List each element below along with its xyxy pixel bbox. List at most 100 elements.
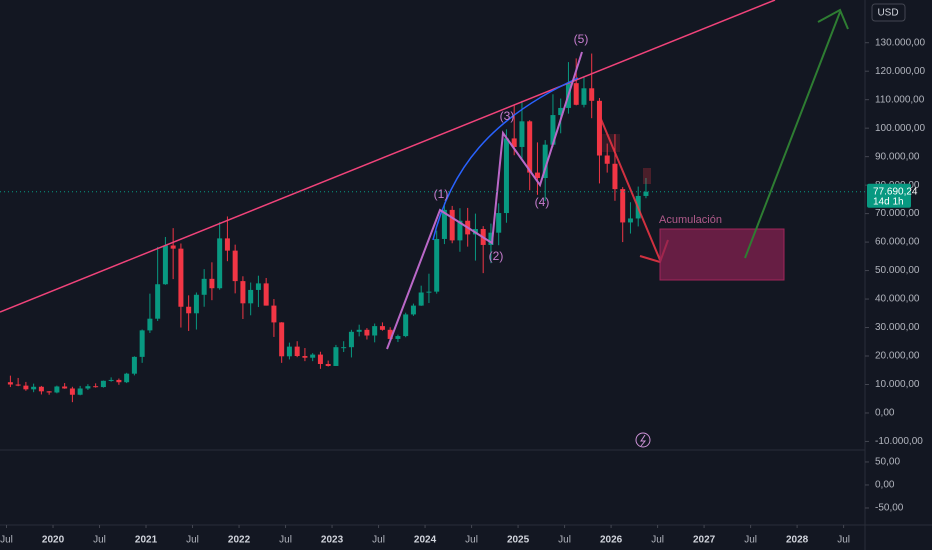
candle-body <box>224 238 230 251</box>
ghost-candle <box>600 134 620 152</box>
wave-label: (3) <box>500 109 515 123</box>
wave-label: (1) <box>434 187 449 201</box>
candle-body <box>77 388 83 395</box>
x-tick-label: Jul <box>0 535 13 546</box>
currency-box[interactable] <box>871 3 906 22</box>
candle-body <box>643 191 649 196</box>
candle-body <box>124 373 130 383</box>
x-tick-label: Jul <box>279 535 292 546</box>
countdown: 14d 1h <box>873 196 904 207</box>
price-label-box <box>867 183 911 208</box>
candle-body <box>294 346 300 357</box>
candle-body <box>511 138 517 147</box>
candles <box>7 53 649 403</box>
candle-body <box>558 107 564 116</box>
candle-body <box>54 386 60 393</box>
candle-body <box>193 294 199 314</box>
candle-body <box>240 281 246 304</box>
candle-body <box>147 318 153 331</box>
candle-body <box>155 284 161 319</box>
candle-body <box>449 209 455 241</box>
x-tick-label: Jul <box>465 535 478 546</box>
candle-body <box>581 88 587 105</box>
candle-body <box>317 354 323 364</box>
y-tick-label: 130.000,00 <box>875 37 925 48</box>
candle-body <box>139 330 145 357</box>
x-tick-label: 2028 <box>786 535 809 546</box>
candle-body <box>496 213 502 233</box>
candle-body <box>410 305 416 315</box>
wave-label: (2) <box>489 249 504 263</box>
candle-body <box>503 138 509 214</box>
candle-body <box>38 386 44 392</box>
event-icon <box>635 432 651 448</box>
x-tick-label: 2021 <box>135 535 158 546</box>
candle-body <box>596 100 602 156</box>
x-tick-label: 2020 <box>42 535 65 546</box>
candle-body <box>255 283 261 290</box>
candle-body <box>108 379 114 381</box>
x-tick-label: 2025 <box>507 535 530 546</box>
candle-body <box>604 155 610 164</box>
y-tick-label: -50,00 <box>875 503 904 514</box>
ghost-candle <box>643 168 651 184</box>
candle-body <box>85 386 91 389</box>
up-arrow <box>744 8 849 259</box>
candle-body <box>356 329 362 332</box>
candle-body <box>209 278 215 289</box>
candle-body <box>310 354 316 358</box>
candle-body <box>15 384 21 386</box>
candle-body <box>170 245 176 249</box>
y-tick-label: 0,00 <box>875 408 895 419</box>
x-tick-label: Jul <box>372 535 385 546</box>
x-tick-label: 2023 <box>321 535 344 546</box>
y-tick-label: 40.000,00 <box>875 294 920 305</box>
candle-body <box>542 144 548 179</box>
wave-line <box>386 51 583 350</box>
x-tick-label: 2026 <box>600 535 623 546</box>
candle-body <box>620 189 626 223</box>
wave-label: (5) <box>574 32 589 46</box>
candle-body <box>550 115 556 145</box>
arc <box>432 77 579 241</box>
candle-body <box>31 386 37 390</box>
candle-body <box>116 379 122 383</box>
candle-body <box>279 322 285 357</box>
candle-body <box>441 209 447 239</box>
candle-body <box>248 289 254 304</box>
x-tick-label: Jul <box>837 535 850 546</box>
candle-body <box>341 347 347 349</box>
candle-body <box>162 245 168 285</box>
y-tick-label: 70.000,00 <box>875 208 920 219</box>
y-tick-label: 50,00 <box>875 457 900 468</box>
candle-body <box>612 163 618 190</box>
candle-body <box>348 331 354 348</box>
candle-body <box>131 356 137 374</box>
candle-body <box>100 380 106 388</box>
candle-body <box>434 238 440 292</box>
candle-body <box>627 218 633 223</box>
y-tick-label: 0,00 <box>875 480 895 491</box>
candle-body <box>232 250 238 282</box>
y-tick-label: 50.000,00 <box>875 265 920 276</box>
candle-body <box>46 391 52 393</box>
x-tick-label: 2027 <box>693 535 716 546</box>
candle-body <box>488 232 494 245</box>
candle-body <box>387 329 393 339</box>
candle-body <box>62 386 68 389</box>
x-tick-label: Jul <box>744 535 757 546</box>
x-tick-label: 2022 <box>228 535 251 546</box>
x-tick-label: Jul <box>186 535 199 546</box>
y-tick-label: 10.000,00 <box>875 379 920 390</box>
event-icon <box>640 434 647 447</box>
wave-label: (4) <box>535 195 550 209</box>
candle-body <box>333 347 339 366</box>
y-tick-label: 90.000,00 <box>875 151 920 162</box>
x-tick-label: Jul <box>93 535 106 546</box>
x-tick-label: Jul <box>558 535 571 546</box>
candle-body <box>372 326 378 336</box>
candle-body <box>7 382 13 385</box>
y-tick-label: 100.000,00 <box>875 123 925 134</box>
candle-body <box>395 336 401 339</box>
